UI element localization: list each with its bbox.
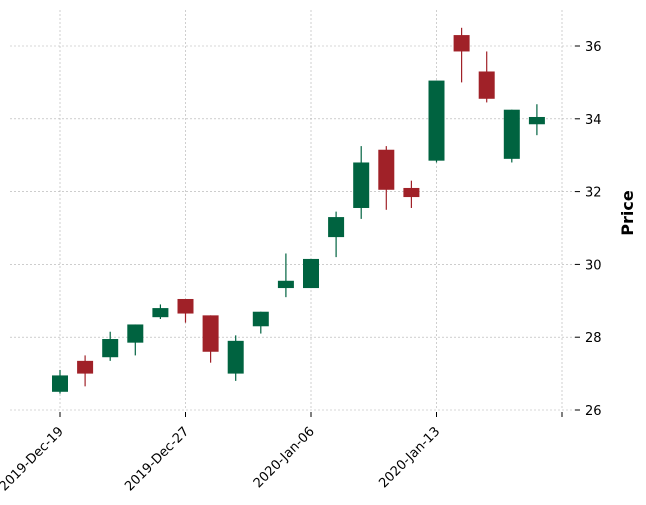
candle — [528, 104, 545, 136]
candle-body — [227, 340, 244, 374]
x-tick-label: 2020-Jan-06 — [251, 424, 318, 491]
candle — [303, 258, 319, 289]
candle — [277, 253, 294, 298]
candle — [503, 109, 520, 163]
candles — [52, 27, 545, 394]
candle — [378, 146, 395, 210]
candle-body — [478, 71, 495, 99]
candle — [453, 27, 470, 83]
candle-body — [252, 311, 269, 327]
candle — [102, 331, 119, 361]
y-tick-label: 34 — [585, 113, 602, 128]
x-tick-label: 2019-Dec-19 — [0, 424, 67, 494]
candle — [202, 315, 219, 363]
y-tick-label: 28 — [585, 331, 602, 346]
candle-body — [77, 360, 94, 374]
candle-body — [453, 35, 470, 52]
x-tick-label: 2020-Jan-13 — [376, 424, 443, 491]
candle-body — [353, 162, 370, 208]
candle-body — [528, 116, 545, 125]
candle-body — [303, 258, 319, 289]
candle-body — [328, 217, 345, 238]
candle-body — [277, 280, 294, 289]
candle — [77, 355, 94, 387]
x-axis: 2019-Dec-19 2019-Dec-27 2020-Jan-06 2020-Ja… — [0, 412, 563, 494]
candle — [403, 180, 420, 208]
candle-body — [102, 339, 119, 358]
candle-body — [428, 80, 445, 161]
candle — [252, 311, 269, 334]
candle-body — [403, 187, 420, 198]
y-axis-title: Price — [618, 190, 637, 236]
candle-body — [378, 149, 395, 190]
y-tick-label: 36 — [585, 40, 602, 55]
candle — [353, 146, 370, 219]
candle — [152, 304, 169, 319]
y-axis: 26 28 30 32 34 36 — [575, 40, 602, 419]
y-tick-label: 30 — [585, 258, 602, 273]
candle-body — [202, 315, 219, 352]
y-tick-label: 26 — [585, 404, 602, 419]
candle — [227, 335, 244, 381]
grid — [10, 10, 575, 411]
candle-body — [52, 375, 68, 392]
candle — [428, 80, 445, 163]
candle-body — [152, 308, 169, 318]
candle — [328, 211, 345, 258]
candle — [127, 324, 144, 356]
x-tick-label: 2019-Dec-27 — [122, 424, 192, 494]
candle — [478, 51, 495, 103]
candle-body — [127, 324, 144, 343]
candle-body — [503, 109, 520, 159]
y-tick-label: 32 — [585, 186, 602, 201]
candle-body — [177, 298, 194, 314]
candle — [52, 369, 68, 394]
candle — [177, 298, 194, 323]
